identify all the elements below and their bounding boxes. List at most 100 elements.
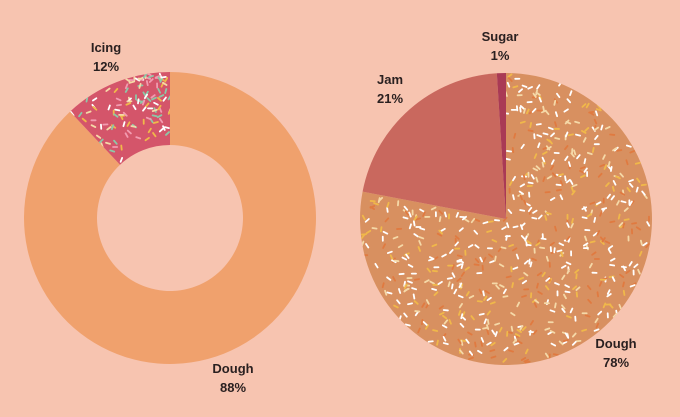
sprinkle <box>167 94 170 101</box>
sprinkle <box>454 235 460 240</box>
sprinkle <box>618 303 622 310</box>
sprinkle <box>521 294 527 298</box>
sprinkle <box>635 186 639 193</box>
slice-jam[interactable] <box>362 73 506 219</box>
sprinkle <box>554 302 557 309</box>
sprinkle <box>381 282 385 289</box>
sprinkle <box>544 214 548 221</box>
sprinkle <box>565 121 572 125</box>
sprinkle <box>361 214 366 221</box>
sprinkle <box>530 174 535 180</box>
sprinkle <box>495 284 500 290</box>
sprinkle <box>554 225 558 232</box>
sprinkle <box>544 327 551 331</box>
sprinkle <box>163 126 170 129</box>
sprinkle <box>386 206 389 213</box>
sprinkle <box>619 191 626 196</box>
sprinkle <box>369 206 376 210</box>
sprinkle <box>599 211 603 217</box>
sprinkle <box>424 215 431 218</box>
sprinkle <box>438 216 442 223</box>
sprinkle <box>494 331 498 337</box>
sprinkle <box>523 108 526 114</box>
sprinkle <box>565 178 571 184</box>
sprinkle <box>586 170 589 177</box>
sprinkle <box>571 217 574 224</box>
sprinkle <box>494 219 500 222</box>
sprinkle <box>443 319 449 325</box>
sprinkle <box>508 349 514 353</box>
sprinkle <box>527 181 534 185</box>
sprinkle <box>553 99 557 106</box>
sprinkle <box>486 310 491 316</box>
sprinkle <box>542 176 546 183</box>
sprinkle <box>126 129 132 135</box>
sprinkle <box>620 265 627 269</box>
sprinkle <box>572 285 578 291</box>
sprinkle <box>476 272 483 275</box>
sprinkle <box>532 329 538 335</box>
sprinkle <box>494 322 501 326</box>
sprinkle <box>404 210 410 216</box>
sprinkle <box>525 202 531 207</box>
sprinkle <box>579 166 586 170</box>
sprinkle <box>588 262 593 269</box>
sprinkle <box>607 161 611 167</box>
slice-sugar[interactable] <box>496 73 506 219</box>
slice-dough-left[interactable] <box>23 72 316 364</box>
sprinkle <box>596 291 599 298</box>
sprinkle <box>124 132 129 138</box>
sprinkle <box>569 307 574 314</box>
sprinkle <box>424 279 430 284</box>
sprinkle <box>458 282 463 289</box>
sprinkle <box>78 111 83 118</box>
sprinkle <box>541 271 546 278</box>
sprinkle <box>486 318 490 325</box>
sprinkle <box>587 298 592 304</box>
sprinkle <box>544 285 550 291</box>
sprinkle <box>591 146 595 153</box>
sprinkle <box>519 105 525 110</box>
sprinkle <box>556 290 559 297</box>
sprinkle <box>566 98 572 104</box>
sprinkle <box>442 314 448 320</box>
sprinkle <box>514 333 521 337</box>
sprinkle <box>551 172 557 178</box>
sprinkle <box>411 209 414 216</box>
sprinkle <box>518 88 524 93</box>
sprinkle <box>571 340 577 346</box>
sprinkle <box>371 227 378 230</box>
sprinkle <box>519 209 526 212</box>
sprinkle <box>586 285 592 291</box>
sprinkle <box>477 349 483 354</box>
sprinkle <box>98 138 104 144</box>
sprinkle <box>549 241 555 246</box>
sprinkle <box>524 235 528 242</box>
sprinkle <box>456 254 463 258</box>
sprinkle <box>526 240 532 245</box>
sprinkle <box>125 78 131 83</box>
sprinkle <box>360 234 365 240</box>
sprinkle <box>512 85 519 89</box>
sprinkle <box>160 76 167 79</box>
sprinkle <box>473 229 479 235</box>
sprinkle <box>157 88 162 94</box>
sprinkle <box>438 305 444 310</box>
sprinkle <box>135 136 142 140</box>
sprinkle <box>601 207 608 211</box>
sprinkle <box>584 229 591 232</box>
sprinkle <box>570 152 575 158</box>
sprinkle <box>474 328 481 331</box>
sprinkle <box>381 235 384 242</box>
sprinkle <box>418 236 425 240</box>
sprinkle <box>432 283 439 286</box>
sprinkle <box>526 184 533 188</box>
sprinkle <box>484 290 490 295</box>
sprinkle <box>128 80 135 84</box>
sprinkle <box>536 84 541 90</box>
sprinkle <box>106 126 112 131</box>
sprinkle <box>461 215 467 221</box>
sprinkle <box>470 217 476 224</box>
sprinkle <box>158 127 164 133</box>
sprinkle <box>641 190 646 196</box>
